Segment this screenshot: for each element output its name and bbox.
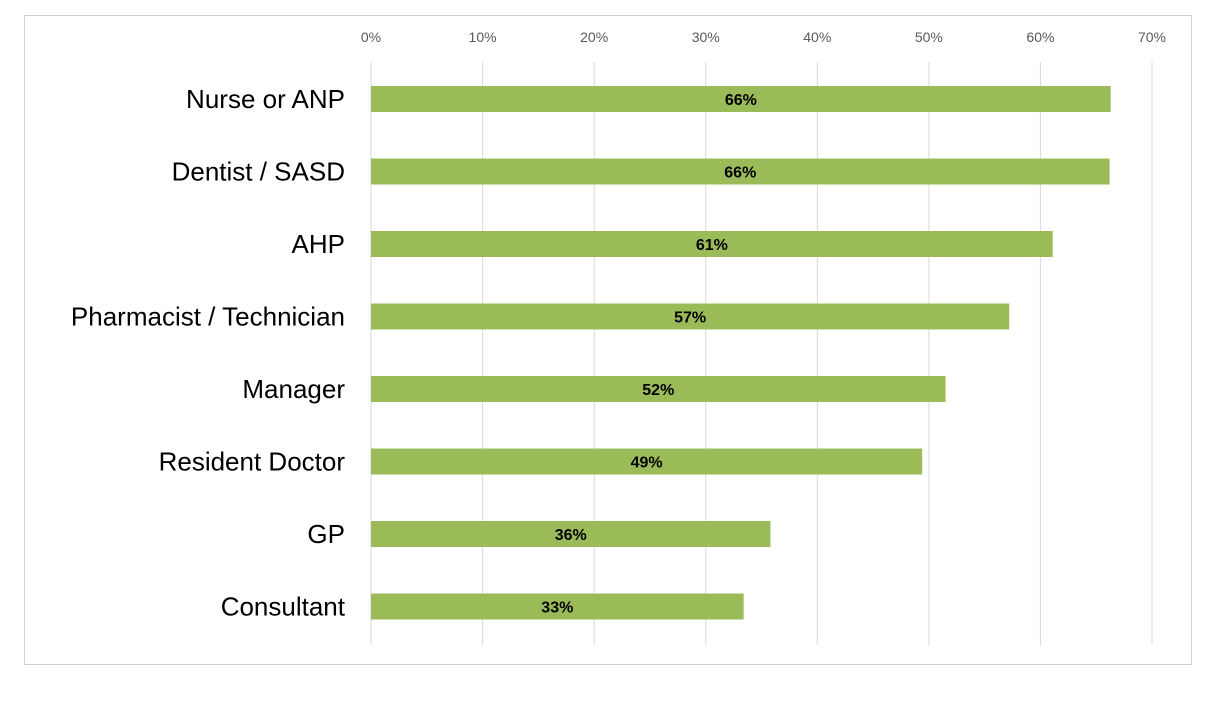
bar: [371, 521, 771, 547]
data-label: 49%: [631, 455, 663, 472]
x-tick-label: 50%: [915, 29, 943, 45]
bar: [371, 86, 1111, 112]
category-label: Dentist / SASD: [172, 157, 345, 187]
category-label: AHP: [292, 229, 345, 259]
bar: [371, 231, 1053, 257]
x-axis-ticks: 0% 10% 20% 30% 40% 50% 60% 70%: [361, 29, 1166, 45]
category-label: Consultant: [221, 592, 346, 622]
data-label: 66%: [725, 92, 757, 109]
category-label: Nurse or ANP: [186, 84, 345, 114]
x-tick-label: 30%: [692, 29, 720, 45]
chart-frame: [24, 15, 1192, 665]
category-labels: Nurse or ANP Dentist / SASD AHP Pharmacist …: [71, 84, 346, 622]
bar: [371, 158, 1110, 185]
data-label: 66%: [724, 165, 756, 182]
x-tick-label: 0%: [361, 29, 381, 45]
data-label: 33%: [541, 600, 573, 617]
x-tick-label: 40%: [803, 29, 831, 45]
data-label: 61%: [696, 237, 728, 254]
bar: [371, 448, 923, 475]
bar: [371, 593, 744, 620]
category-label: Pharmacist / Technician: [71, 302, 345, 332]
gridlines: [370, 62, 1153, 645]
category-label: Manager: [242, 374, 345, 404]
x-tick-label: 70%: [1138, 29, 1166, 45]
data-label: 36%: [555, 527, 587, 544]
x-tick-label: 20%: [580, 29, 608, 45]
bars: [371, 86, 1111, 620]
category-label: GP: [307, 519, 345, 549]
x-tick-label: 60%: [1026, 29, 1054, 45]
bar: [371, 303, 1010, 330]
bar: [371, 376, 946, 402]
data-label: 57%: [674, 310, 706, 327]
category-label: Resident Doctor: [159, 447, 346, 477]
data-label: 52%: [642, 382, 674, 399]
x-tick-label: 10%: [469, 29, 497, 45]
data-labels: 66% 66% 61% 57% 52% 49% 36% 33%: [541, 92, 757, 617]
